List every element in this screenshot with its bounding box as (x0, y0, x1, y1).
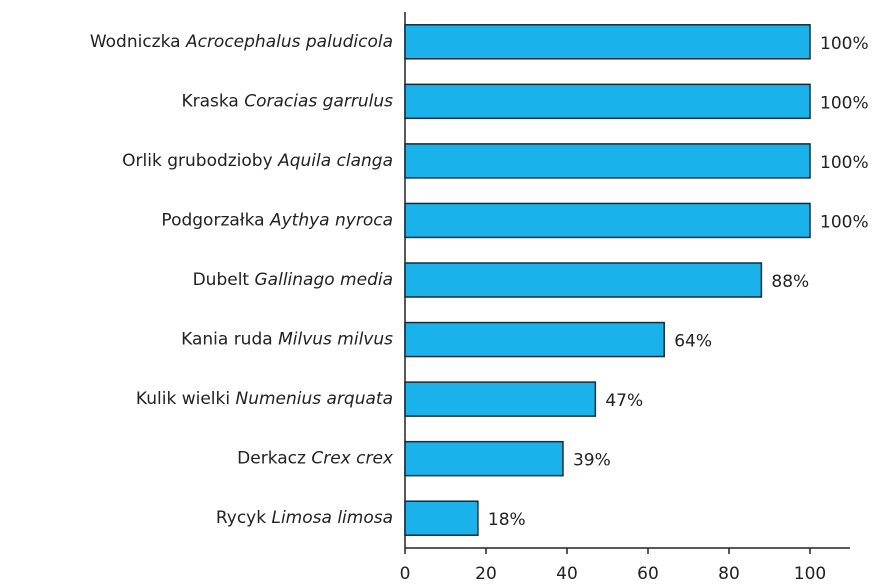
value-label: 100% (820, 34, 869, 54)
bar (404, 83, 811, 120)
value-label: 64% (674, 332, 712, 352)
bar (404, 202, 811, 239)
y-tick-label: Kraska Coracias garrulus (181, 91, 393, 111)
x-tick-label: 80 (718, 564, 740, 584)
x-tick-label: 60 (637, 564, 659, 584)
value-label: 39% (573, 451, 611, 471)
value-label: 47% (605, 391, 643, 411)
x-tick-label: 20 (475, 564, 497, 584)
bar (404, 143, 811, 179)
value-label: 18% (488, 510, 526, 530)
y-tick-label: Rycyk Limosa limosa (216, 508, 393, 528)
bar (404, 262, 763, 298)
value-label: 100% (820, 212, 869, 232)
value-label: 88% (771, 272, 809, 292)
x-tick-label: 100 (794, 564, 826, 584)
bar (404, 381, 597, 417)
y-tick-label: Podgorzałka Aythya nyroca (161, 210, 393, 230)
x-tick-label: 0 (400, 564, 411, 584)
x-tick-label: 40 (556, 564, 578, 584)
y-tick-label: Dubelt Gallinago media (193, 270, 393, 290)
y-tick-label: Wodniczka Acrocephalus paludicola (90, 32, 393, 52)
y-tick-label: Kania ruda Milvus milvus (181, 330, 393, 350)
bar (404, 500, 479, 536)
value-label: 100% (820, 153, 869, 173)
y-tick-label: Orlik grubodzioby Aquila clanga (122, 151, 393, 171)
value-label: 100% (820, 93, 869, 113)
bar (404, 24, 811, 60)
bar (404, 440, 564, 477)
bar (404, 321, 665, 358)
y-tick-label: Derkacz Crex crex (237, 449, 394, 469)
y-tick-label: Kulik wielki Numenius arquata (136, 389, 393, 409)
